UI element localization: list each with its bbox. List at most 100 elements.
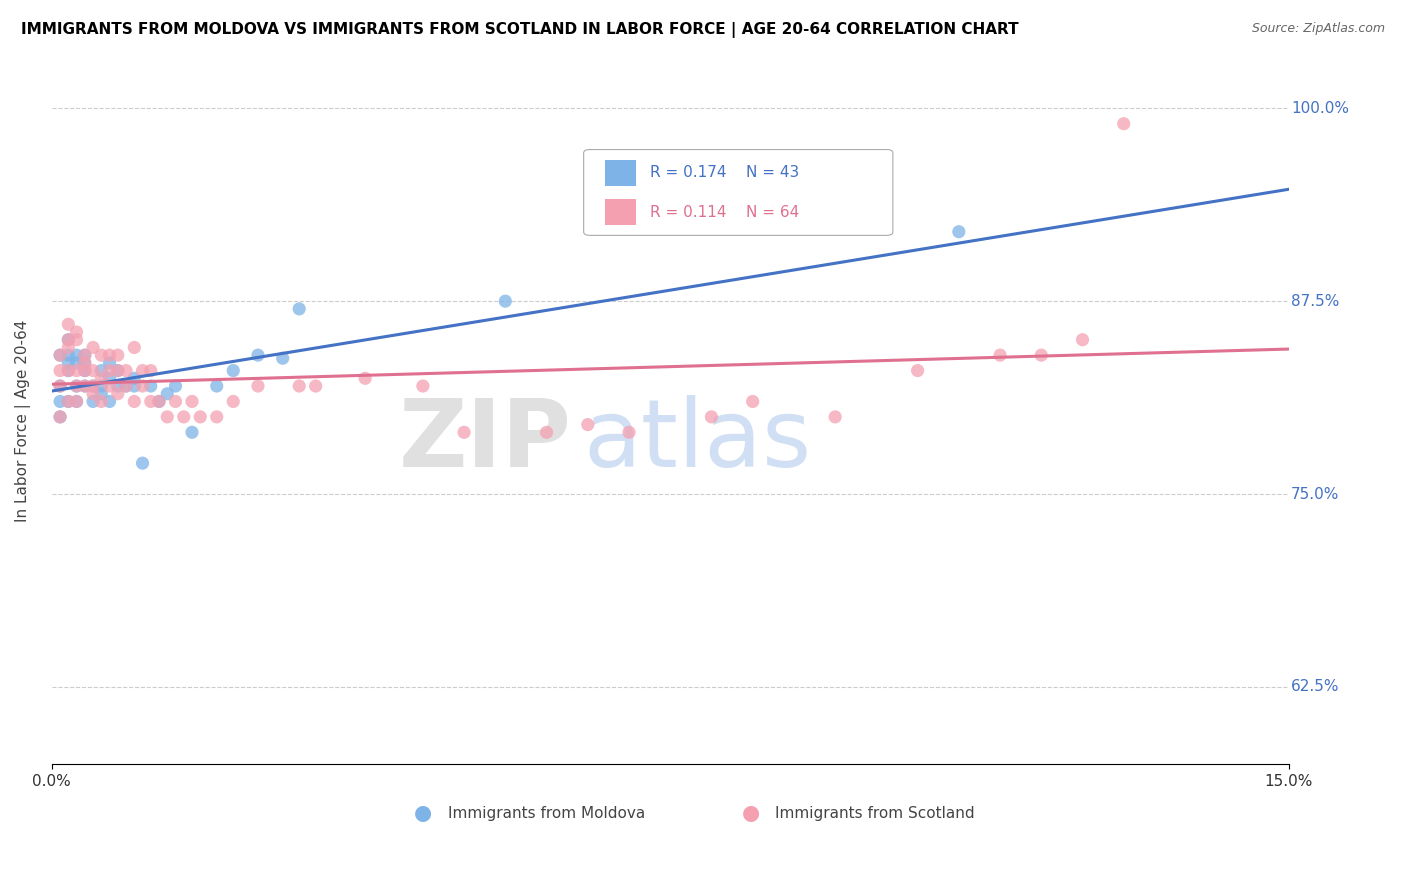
Point [58,333,80,347]
Point [65,394,87,409]
Point [246,379,269,393]
Point [205,409,228,424]
Point [65,379,87,393]
Point [988,348,1011,362]
Point [90,348,112,362]
Point [65,356,87,370]
Point [58,363,80,377]
Point [98,371,121,385]
Text: ●: ● [741,804,759,823]
Text: IMMIGRANTS FROM MOLDOVA VS IMMIGRANTS FROM SCOTLAND IN LABOR FORCE | AGE 20-64 C: IMMIGRANTS FROM MOLDOVA VS IMMIGRANTS FR… [21,22,1019,38]
Point [131,379,153,393]
Point [271,351,294,366]
Point [139,394,162,409]
Point [65,394,87,409]
Point [58,363,80,377]
Point [98,379,121,393]
Text: R = 0.174    N = 43: R = 0.174 N = 43 [651,165,800,180]
Point [98,363,121,377]
Point [58,318,80,332]
Text: ZIP: ZIP [398,395,571,487]
Point [73,363,96,377]
Point [82,341,104,355]
Point [73,356,96,370]
Point [90,379,112,393]
Point [107,386,129,401]
Point [49,394,72,409]
Point [49,348,72,362]
Point [139,379,162,393]
Point [82,386,104,401]
Text: Immigrants from Moldova: Immigrants from Moldova [447,806,645,821]
Point [188,409,211,424]
Point [948,225,970,239]
Point [90,394,112,409]
Point [124,371,146,385]
Point [700,409,723,424]
Point [73,348,96,362]
Text: 62.5%: 62.5% [1291,680,1340,694]
Point [49,409,72,424]
Point [58,394,80,409]
Point [576,417,599,432]
Point [49,409,72,424]
Point [412,379,434,393]
Point [115,379,138,393]
Point [65,363,87,377]
Point [82,379,104,393]
Text: R = 0.114    N = 64: R = 0.114 N = 64 [651,204,800,219]
Point [98,356,121,370]
Point [741,394,763,409]
Point [1112,117,1135,131]
Point [73,379,96,393]
Text: atlas: atlas [583,395,811,487]
Point [131,363,153,377]
Point [73,356,96,370]
Point [536,425,558,440]
Point [156,409,179,424]
Point [115,363,138,377]
Point [222,363,245,377]
Point [90,371,112,385]
Point [907,363,929,377]
Point [1031,348,1053,362]
Point [181,394,204,409]
Point [246,348,269,362]
Point [131,456,153,470]
Text: 75.0%: 75.0% [1291,486,1340,501]
Point [494,294,516,309]
Point [107,348,129,362]
Point [107,379,129,393]
Point [90,363,112,377]
Point [124,394,146,409]
Point [49,363,72,377]
Point [148,394,170,409]
Point [58,333,80,347]
Point [148,394,170,409]
Point [107,363,129,377]
FancyBboxPatch shape [583,150,893,235]
FancyBboxPatch shape [605,199,636,225]
Point [354,371,377,385]
Point [617,425,640,440]
Point [124,379,146,393]
Point [98,394,121,409]
Point [824,409,846,424]
Point [58,356,80,370]
Point [65,333,87,347]
Point [58,348,80,362]
Point [165,394,187,409]
Point [49,379,72,393]
Point [58,394,80,409]
Point [65,379,87,393]
Point [98,348,121,362]
Point [181,425,204,440]
Point [82,379,104,393]
FancyBboxPatch shape [605,160,636,186]
Text: 87.5%: 87.5% [1291,293,1340,309]
Point [222,394,245,409]
Point [173,409,195,424]
Point [165,379,187,393]
Point [73,348,96,362]
Point [73,379,96,393]
